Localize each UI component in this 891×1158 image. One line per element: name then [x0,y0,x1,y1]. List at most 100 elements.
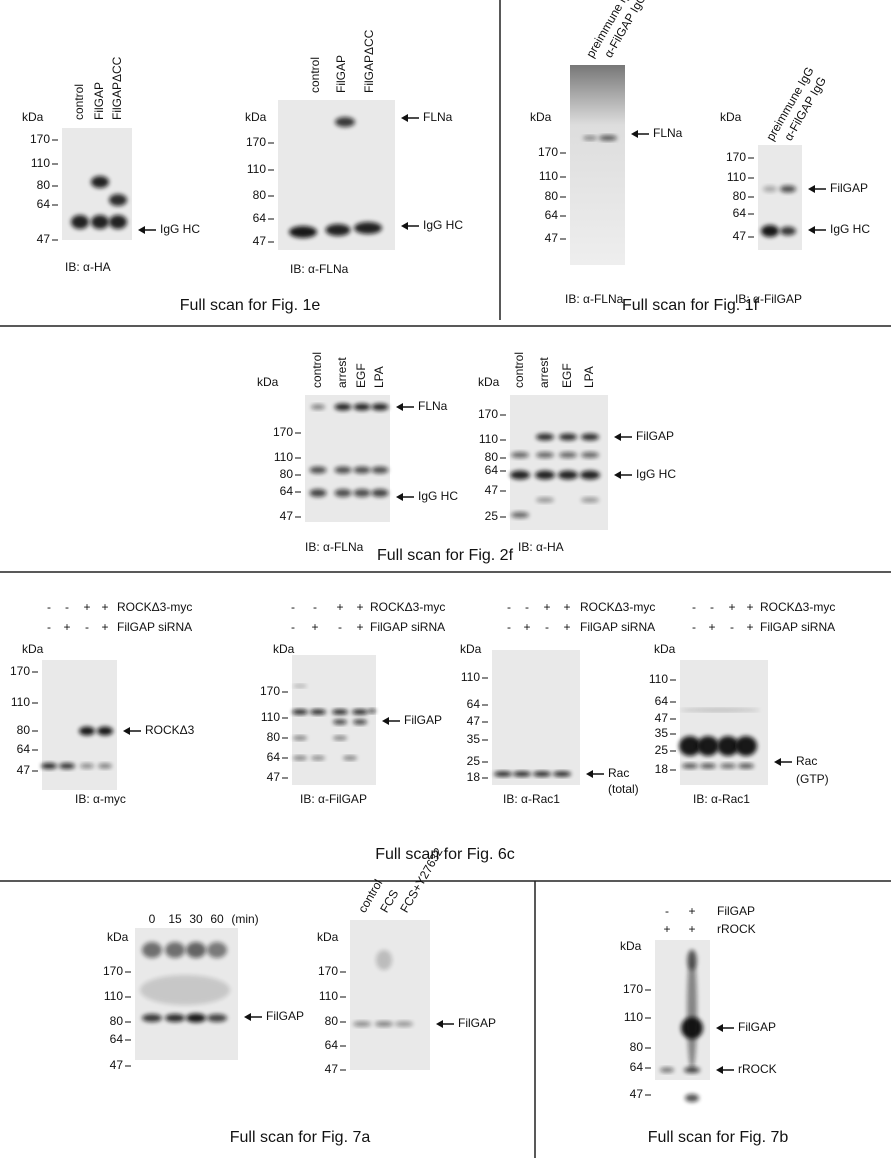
band [293,736,307,740]
marker-label: 110 [479,432,498,446]
treatment-sign: + [543,600,550,614]
band [717,736,739,756]
marker-label: 170 [30,132,50,146]
marker-label: 35 [655,726,669,740]
marker-label: 47 [253,234,267,248]
band [679,736,701,756]
marker-label: 47 [467,714,481,728]
band [334,403,352,411]
treatment-label: rROCK [717,922,756,936]
band [142,1014,162,1022]
band [494,771,512,777]
arrow-head [716,1066,723,1074]
marker-label: 47 [325,1062,339,1076]
arrow-head [808,226,815,234]
band [687,950,697,1070]
arrow-label: IgG HC [160,222,200,236]
caption: Full scan for Fig. 1f [622,297,759,314]
arrow-label: FilGAP [636,429,674,443]
kda-label: kDa [22,642,44,656]
lane-label: arrest [537,357,551,388]
band [310,709,326,715]
treatment-sign: - [665,904,669,918]
band [700,763,716,769]
band [536,497,554,503]
lane-label: 15 [168,912,182,926]
band [353,403,371,411]
marker-label: 80 [485,450,499,464]
marker-label: 64 [110,1032,124,1046]
lane-label: LPA [582,366,596,388]
marker-label: 64 [325,1038,339,1052]
treatment-sign: - [47,620,51,634]
marker-label: 64 [467,697,481,711]
marker-label: 110 [319,989,338,1003]
ib-label: IB: α-FLNa [290,262,349,276]
band [293,756,307,760]
band [375,1021,393,1027]
treatment-sign: + [63,620,70,634]
blot-image [350,920,430,1070]
marker-label: 170 [538,145,558,159]
band [511,512,529,518]
lane-label: (min) [231,912,258,926]
lane-label: 0 [149,912,156,926]
arrow-label: Rac [796,754,817,768]
kda-label: kDa [273,642,295,656]
arrow-head [382,717,389,725]
marker-label: 18 [655,762,669,776]
band [780,226,796,236]
band [207,1014,227,1022]
band [91,176,109,188]
arrow-label: (total) [608,782,639,796]
kda-label: kDa [620,939,642,953]
band [533,771,551,777]
caption: Full scan for Fig. 7a [230,1129,371,1146]
arrow-label: IgG HC [418,489,458,503]
kda-label: kDa [720,110,742,124]
marker-label: 25 [485,509,499,523]
treatment-sign: + [728,600,735,614]
marker-label: 47 [280,509,294,523]
marker-label: 64 [17,742,31,756]
treatment-sign: + [101,600,108,614]
marker-label: 64 [37,197,51,211]
band [293,684,307,688]
marker-label: 47 [655,711,669,725]
kda-label: kDa [257,375,279,389]
lane-label: control [308,57,322,93]
marker-label: 64 [280,484,294,498]
lane-label: EGF [354,363,368,388]
band [311,756,325,760]
treatment-sign: + [356,620,363,634]
lane-label: control [72,84,86,120]
band [165,942,185,958]
band [511,452,529,458]
marker-label: 80 [545,189,559,203]
arrow-label: FilGAP [404,713,442,727]
band [583,136,597,140]
arrow-head [401,222,408,230]
ib-label: IB: α-FLNa [565,292,624,306]
arrow-head [138,226,145,234]
band [71,215,89,229]
kda-label: kDa [654,642,676,656]
band [309,489,327,497]
arrow-label: FilGAP [458,1016,496,1030]
band [325,224,351,236]
caption: Full scan for Fig. 6c [375,846,515,863]
marker-label: 110 [261,710,280,724]
band [660,1067,674,1073]
marker-label: 64 [485,463,499,477]
band [536,452,554,458]
treatment-sign: - [313,600,317,614]
lane-label: control [512,352,526,388]
treatment-sign: + [708,620,715,634]
marker-label: 110 [274,450,293,464]
kda-label: kDa [245,110,267,124]
band [599,135,617,141]
marker-label: 64 [655,694,669,708]
treatment-label: ROCKΔ3-myc [760,600,835,614]
arrow-head [774,758,781,766]
blot-image [492,650,580,785]
